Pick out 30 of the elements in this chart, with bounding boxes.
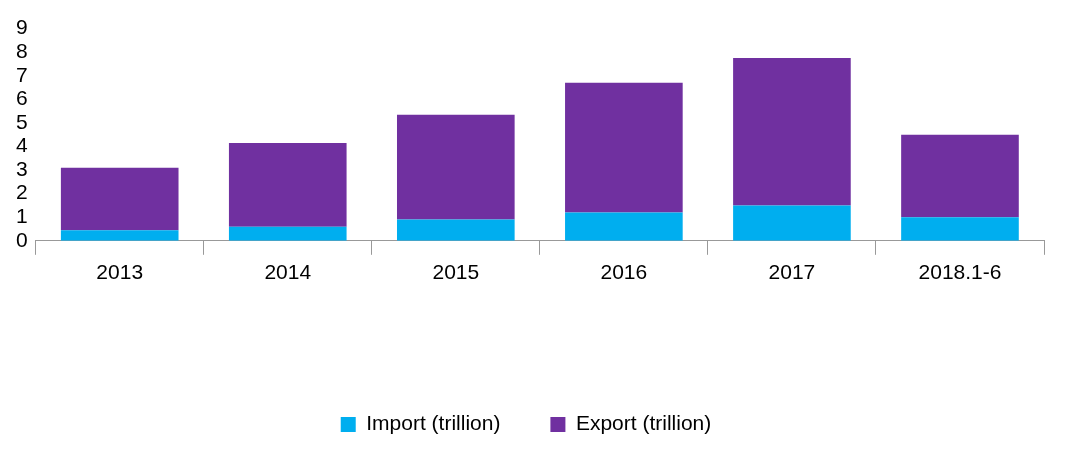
y-tick-label: 8	[15, 38, 28, 62]
bar	[565, 212, 683, 241]
x-tick-label: 2016	[600, 260, 648, 284]
x-tick-label: 2018.1-6	[918, 260, 1002, 284]
bar	[228, 142, 347, 227]
bar	[733, 58, 851, 206]
bar	[901, 217, 1019, 241]
bar	[228, 226, 347, 241]
bar	[396, 114, 515, 220]
x-tick-label: 2015	[432, 260, 480, 284]
legend-label: Export (trillion)	[575, 411, 712, 435]
x-tick-label: 2017	[768, 260, 816, 284]
y-tick-label: 4	[15, 133, 28, 157]
x-tick-label: 2014	[264, 260, 312, 284]
y-tick-label: 7	[15, 62, 28, 86]
bar	[396, 219, 515, 241]
bar	[733, 205, 851, 241]
y-tick-label: 5	[15, 109, 28, 133]
y-tick-label: 1	[15, 204, 28, 228]
bar	[60, 167, 179, 231]
bar	[60, 230, 179, 241]
y-tick-label: 9	[15, 15, 28, 39]
y-tick-label: 2	[15, 180, 28, 204]
y-tick-label: 0	[15, 227, 28, 251]
y-tick-label: 6	[15, 86, 28, 110]
legend-label: Import (trillion)	[366, 411, 501, 435]
y-tick-label: 3	[15, 156, 28, 180]
bar	[901, 134, 1019, 218]
x-tick-label: 2013	[96, 260, 144, 284]
bar	[565, 82, 683, 213]
